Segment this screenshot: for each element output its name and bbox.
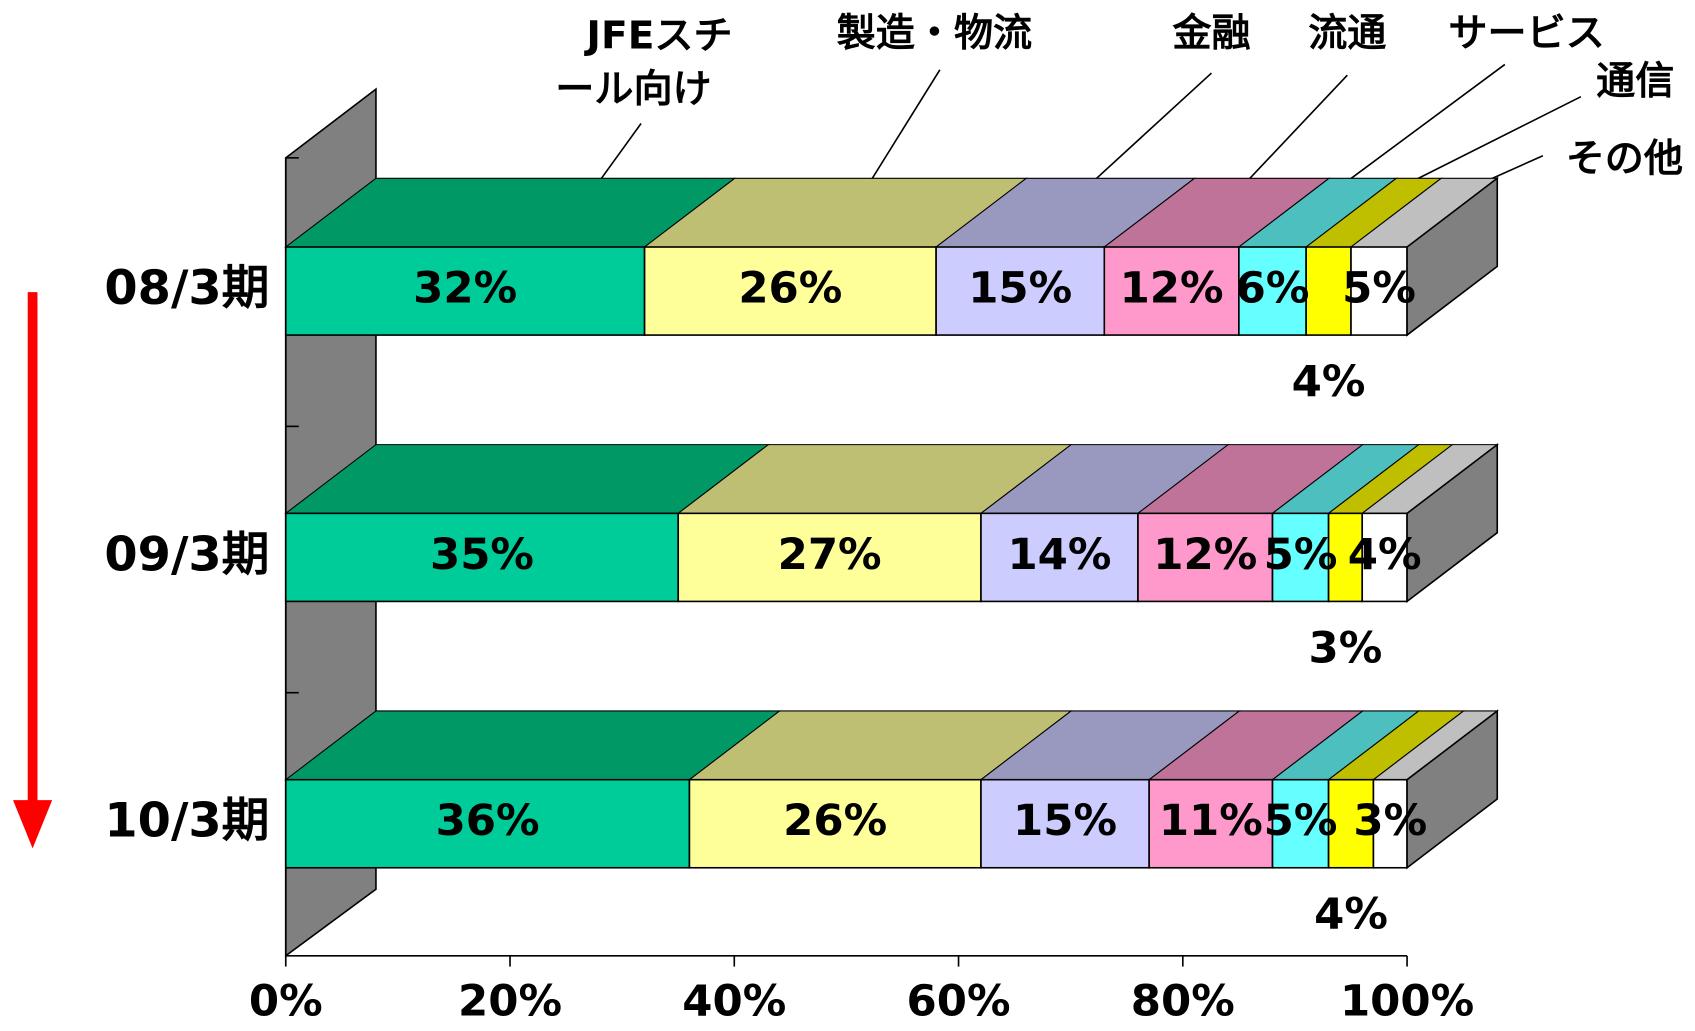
bar xyxy=(980,778,1150,869)
value-label: 5% xyxy=(1342,264,1416,314)
legend-label: 通信 xyxy=(1596,59,1674,104)
value-label: 36% xyxy=(436,796,540,846)
leader-line xyxy=(1330,63,1506,194)
bar xyxy=(1350,246,1408,336)
category-label: 09/3期 xyxy=(104,528,269,583)
bar xyxy=(284,246,646,336)
value-label: 3% xyxy=(1309,623,1383,673)
bar xyxy=(1327,778,1375,869)
value-label: 26% xyxy=(738,264,842,314)
bar-side xyxy=(1406,176,1499,337)
legend-label: 流通 xyxy=(1308,11,1386,56)
bar xyxy=(1327,512,1364,603)
bar xyxy=(1271,778,1330,869)
x-tick-label: 60% xyxy=(907,977,1011,1027)
legend-line: ール向け xyxy=(555,67,711,112)
value-label: 5% xyxy=(1264,530,1338,580)
value-label: 12% xyxy=(1153,530,1257,580)
bar xyxy=(643,246,937,336)
bar xyxy=(677,512,982,603)
x-tick-label: 20% xyxy=(458,977,562,1027)
x-tick-label: 100% xyxy=(1340,977,1474,1027)
bar xyxy=(1372,778,1408,869)
x-tick-label: 40% xyxy=(682,977,786,1027)
value-label: 4% xyxy=(1314,890,1388,940)
value-label: 11% xyxy=(1159,796,1263,846)
legend-label: 製造・物流 xyxy=(837,11,1033,56)
x-tick-label: 80% xyxy=(1131,977,1235,1027)
legend-label: その他 xyxy=(1566,137,1683,182)
bar xyxy=(1271,512,1330,603)
arrow-head xyxy=(13,800,53,849)
x-tick-label: 0% xyxy=(249,977,323,1027)
legend-label: サービス xyxy=(1448,11,1604,56)
value-label: 5% xyxy=(1264,796,1338,846)
bar xyxy=(1137,512,1274,603)
value-label: 15% xyxy=(1013,796,1117,846)
legend-label: JFEスチール向け xyxy=(555,13,732,111)
value-label: 35% xyxy=(430,530,534,580)
value-label: 27% xyxy=(778,530,882,580)
bar xyxy=(1238,246,1307,336)
value-label: 14% xyxy=(1007,530,1111,580)
legend-line: JFEスチ xyxy=(583,13,732,58)
bar xyxy=(935,246,1106,336)
value-label: 15% xyxy=(968,264,1072,314)
category-label: 08/3期 xyxy=(104,261,269,316)
bar-side xyxy=(1406,442,1499,604)
bar xyxy=(284,512,680,603)
value-label: 4% xyxy=(1292,357,1366,407)
bar xyxy=(980,512,1139,603)
value-label: 26% xyxy=(783,796,887,846)
bar-side xyxy=(1406,709,1499,870)
value-label: 32% xyxy=(413,264,517,314)
value-label: 12% xyxy=(1120,264,1224,314)
value-label: 3% xyxy=(1353,796,1427,846)
value-label: 6% xyxy=(1236,264,1310,314)
bar xyxy=(1361,512,1408,603)
value-label: 4% xyxy=(1348,530,1422,580)
bar xyxy=(688,778,982,869)
legend-label: 金融 xyxy=(1171,11,1250,56)
bar xyxy=(1148,778,1274,869)
category-label: 10/3期 xyxy=(104,794,269,849)
